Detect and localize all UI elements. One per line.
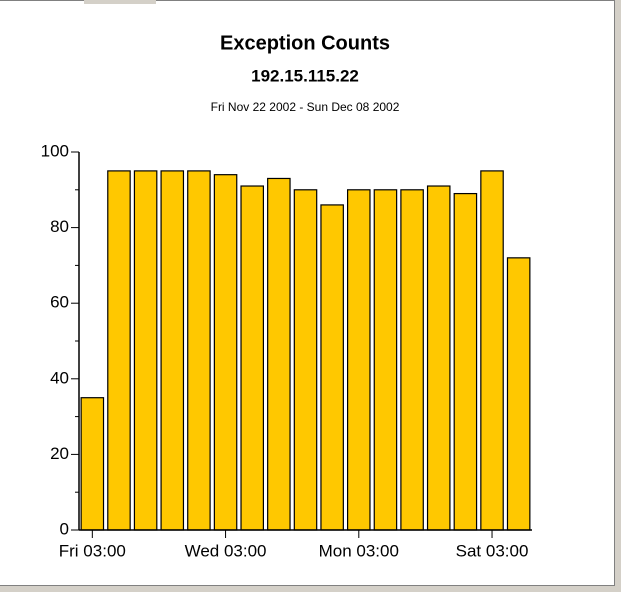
bar [133, 170, 158, 531]
y-tick-label: 20 [50, 444, 69, 463]
y-tick-label: 80 [50, 217, 69, 236]
y-tick-label: 0 [60, 519, 69, 538]
x-tick-label: Mon 03:00 [319, 541, 399, 560]
y-tick-label: 100 [41, 141, 69, 160]
bar [160, 170, 185, 531]
bar [293, 189, 318, 531]
bar [480, 170, 504, 531]
bar [400, 189, 424, 531]
bar [426, 185, 451, 531]
bar [267, 177, 291, 531]
y-tick-label: 60 [50, 293, 69, 312]
y-tick-label: 40 [50, 368, 69, 387]
frame-bevel [0, 586, 621, 592]
frame-bevel [615, 0, 621, 592]
date-range: Fri Nov 22 2002 - Sun Dec 08 2002 [211, 100, 400, 114]
x-tick-label: Wed 03:00 [185, 541, 267, 560]
chart-title: Exception Counts [220, 32, 390, 54]
bar [213, 174, 238, 531]
bar [240, 185, 264, 531]
tab [84, 0, 156, 4]
bar [453, 192, 478, 531]
bar [187, 170, 211, 531]
bar [506, 257, 531, 531]
bar [80, 397, 105, 531]
bar [373, 189, 398, 531]
bar [347, 189, 371, 531]
x-tick-label: Sat 03:00 [456, 541, 529, 560]
bar [107, 170, 131, 531]
x-tick-label: Fri 03:00 [59, 541, 126, 560]
bar [320, 204, 344, 531]
chart-subtitle: 192.15.115.22 [251, 66, 359, 85]
